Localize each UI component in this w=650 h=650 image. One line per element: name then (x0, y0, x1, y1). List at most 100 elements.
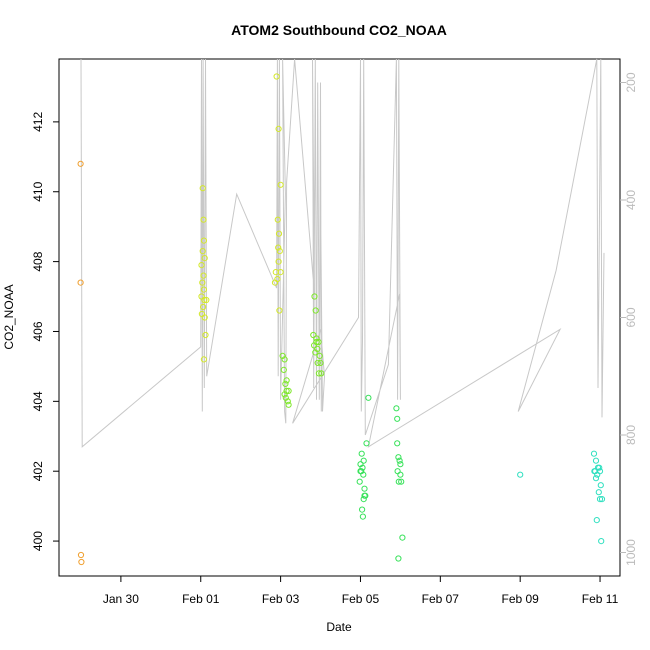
data-point-s3-6 (356, 478, 363, 485)
data-point-s1-7 (200, 286, 207, 293)
y-axis: 400 402 404 406 408 410 412 (31, 112, 59, 551)
data-point-s2-18 (312, 349, 319, 356)
data-point-s4-13 (598, 538, 605, 545)
data-point-s3-14 (357, 468, 364, 475)
data-point-s1-28 (276, 307, 283, 314)
data-point-s1-18 (275, 125, 282, 132)
data-point-s3-2 (360, 457, 367, 464)
data-point-s1-9 (201, 296, 208, 304)
y-tick-label-5: 410 (31, 181, 45, 201)
x-tick-label-0: Jan 30 (103, 592, 139, 606)
data-point-s1-8 (198, 293, 205, 300)
data-point-s4-11 (598, 496, 606, 503)
data-point-s1-17 (273, 73, 280, 80)
data-point-s2-19 (316, 352, 323, 359)
pressure-trace-line (80, 58, 605, 448)
right-tick-label-4: 1000 (624, 539, 638, 566)
data-point-s2-22 (315, 370, 322, 377)
data-point-s1-4 (198, 262, 205, 269)
data-point-s4-9 (595, 489, 602, 496)
data-point-s1-20 (274, 216, 281, 223)
data-point-s2-23 (318, 370, 325, 377)
data-point-s2-3 (282, 380, 289, 387)
data-point-s3-16 (393, 405, 400, 412)
x-tick-label-2: Feb 03 (262, 592, 300, 606)
data-point-s3-11 (359, 513, 366, 520)
data-point-s3-7 (361, 485, 368, 492)
data-point-s1-22 (275, 244, 282, 251)
right-tick-label-3: 800 (624, 425, 638, 445)
data-point-s1-19 (277, 181, 284, 188)
data-point-s3-27 (397, 461, 404, 468)
right-tick-label-2: 600 (624, 307, 638, 327)
data-point-s1-16 (203, 296, 210, 304)
data-point-s3-20 (396, 457, 403, 464)
data-point-s2-24 (313, 335, 320, 342)
y-tick-label-6: 412 (31, 112, 45, 132)
chart-title: ATOM2 Southbound CO2_NOAA (231, 22, 447, 38)
x-axis-label: Date (326, 620, 352, 634)
right-axis: 200 400 600 800 1000 (620, 72, 638, 566)
data-point-s3-21 (394, 468, 401, 475)
data-point-s1-21 (275, 230, 283, 237)
data-point-s3-0 (358, 450, 365, 457)
x-axis: Jan 30 Feb 01 Feb 03 Feb 05 Feb 07 Feb 09 Feb … (103, 576, 619, 606)
data-point-s4-8 (597, 482, 604, 489)
right-tick-label-1: 400 (624, 190, 638, 210)
data-point-s2-10 (283, 377, 290, 384)
data-point-s2-12 (312, 307, 319, 314)
x-tick-label-3: Feb 05 (342, 592, 380, 606)
data-point-s1-29 (275, 258, 282, 265)
x-tick-label-5: Feb 09 (501, 592, 539, 606)
x-tick-label-1: Feb 01 (182, 592, 220, 606)
x-tick-label-6: Feb 11 (582, 592, 619, 606)
data-point-s0-3 (78, 558, 85, 566)
data-point-s3-22 (397, 471, 404, 478)
data-point-s3-10 (359, 506, 366, 513)
data-point-s3-18 (394, 440, 401, 447)
data-point-s2-11 (311, 293, 318, 300)
data-point-s3-13 (365, 394, 372, 401)
data-point-s1-27 (271, 279, 279, 286)
data-point-s0-1 (77, 279, 84, 286)
data-point-s4-0 (517, 471, 524, 478)
y-axis-label: CO2_NOAA (2, 284, 16, 349)
data-point-s1-25 (277, 269, 284, 276)
data-point-s1-1 (200, 216, 207, 223)
data-point-s2-1 (281, 356, 288, 363)
data-point-s2-16 (311, 342, 318, 349)
data-point-s3-15 (361, 492, 368, 499)
data-point-s1-3 (201, 255, 208, 262)
y-tick-label-4: 408 (31, 251, 45, 271)
data-point-s3-12 (363, 440, 370, 447)
y-tick-label-3: 406 (31, 321, 45, 341)
data-point-s3-23 (398, 478, 405, 485)
data-point-s1-12 (201, 314, 208, 321)
data-point-s1-0 (199, 185, 206, 192)
data-point-s4-15 (596, 464, 603, 471)
data-point-s2-13 (310, 331, 317, 339)
data-point-s4-7 (592, 475, 600, 482)
y-tick-label-2: 404 (31, 391, 45, 411)
data-point-s1-13 (202, 331, 209, 339)
data-point-s1-6 (199, 279, 206, 286)
data-point-s3-19 (395, 454, 402, 461)
y-tick-label-1: 402 (31, 461, 45, 481)
x-tick-label-4: Feb 07 (422, 592, 460, 606)
data-point-s3-25 (399, 534, 406, 541)
data-point-s1-2 (199, 248, 206, 255)
data-point-s0-2 (77, 551, 85, 559)
data-point-s1-5 (200, 272, 207, 279)
data-point-s2-8 (284, 398, 291, 405)
data-point-s1-10 (200, 303, 207, 311)
data-point-s0-0 (77, 160, 84, 167)
data-point-s1-23 (276, 248, 283, 255)
data-point-s1-15 (200, 237, 207, 244)
data-point-s3-24 (395, 478, 402, 485)
y-tick-label-0: 400 (31, 531, 45, 551)
plot-frame (58, 58, 621, 577)
data-point-s4-10 (596, 496, 604, 503)
data-point-s4-1 (590, 450, 598, 457)
data-point-s3-26 (395, 555, 402, 562)
data-point-s2-2 (280, 366, 287, 373)
